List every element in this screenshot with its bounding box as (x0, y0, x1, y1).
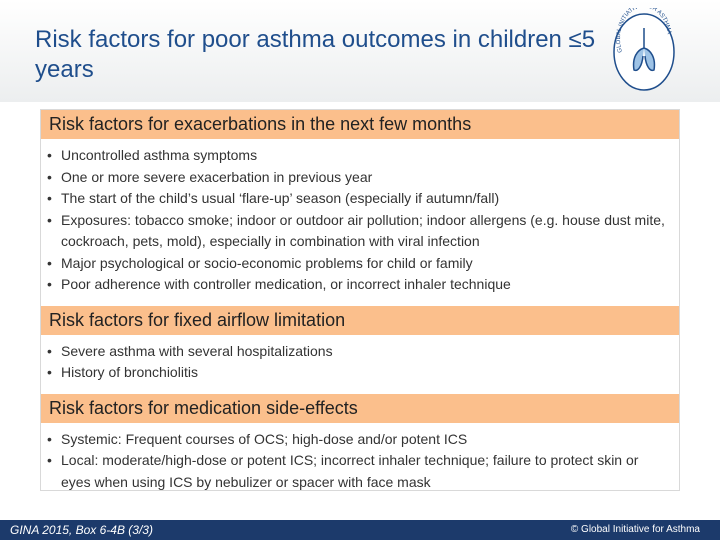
bullet-item: One or more severe exacerbation in previ… (47, 167, 679, 189)
bullet-item: Major psychological or socio-economic pr… (47, 253, 679, 275)
bullet-item: Exposures: tobacco smoke; indoor or outd… (47, 210, 679, 253)
bullet-item: The start of the child’s usual ‘flare-up… (47, 188, 679, 210)
section-heading: Risk factors for medication side-effects (41, 393, 679, 423)
bullet-item: History of bronchiolitis (47, 362, 679, 384)
bullet-list: Systemic: Frequent courses of OCS; high-… (41, 429, 679, 494)
logo: GLOBAL INITIATIVE FOR ASTHMA (613, 8, 675, 91)
bullet-item: Severe asthma with several hospitalizati… (47, 341, 679, 363)
title: Risk factors for poor asthma outcomes in… (35, 26, 596, 83)
bullet-item: Local: moderate/high-dose or potent ICS;… (47, 450, 679, 493)
bullet-list: Uncontrolled asthma symptomsOne or more … (41, 145, 679, 296)
section-heading: Risk factors for fixed airflow limitatio… (41, 305, 679, 335)
title-band (0, 0, 720, 102)
source: GINA 2015, Box 6-4B (3/3) (10, 523, 153, 537)
copyright: © Global Initiative for Asthma (570, 524, 700, 535)
bullet-list: Severe asthma with several hospitalizati… (41, 341, 679, 384)
footer-bar: GINA 2015, Box 6-4B (3/3) © Global Initi… (0, 520, 720, 540)
bullet-item: Uncontrolled asthma symptoms (47, 145, 679, 167)
bullet-item: Systemic: Frequent courses of OCS; high-… (47, 429, 679, 451)
bullet-item: Poor adherence with controller medicatio… (47, 274, 679, 296)
content-box: Risk factors for exacerbations in the ne… (40, 109, 680, 491)
section-heading: Risk factors for exacerbations in the ne… (41, 110, 679, 139)
